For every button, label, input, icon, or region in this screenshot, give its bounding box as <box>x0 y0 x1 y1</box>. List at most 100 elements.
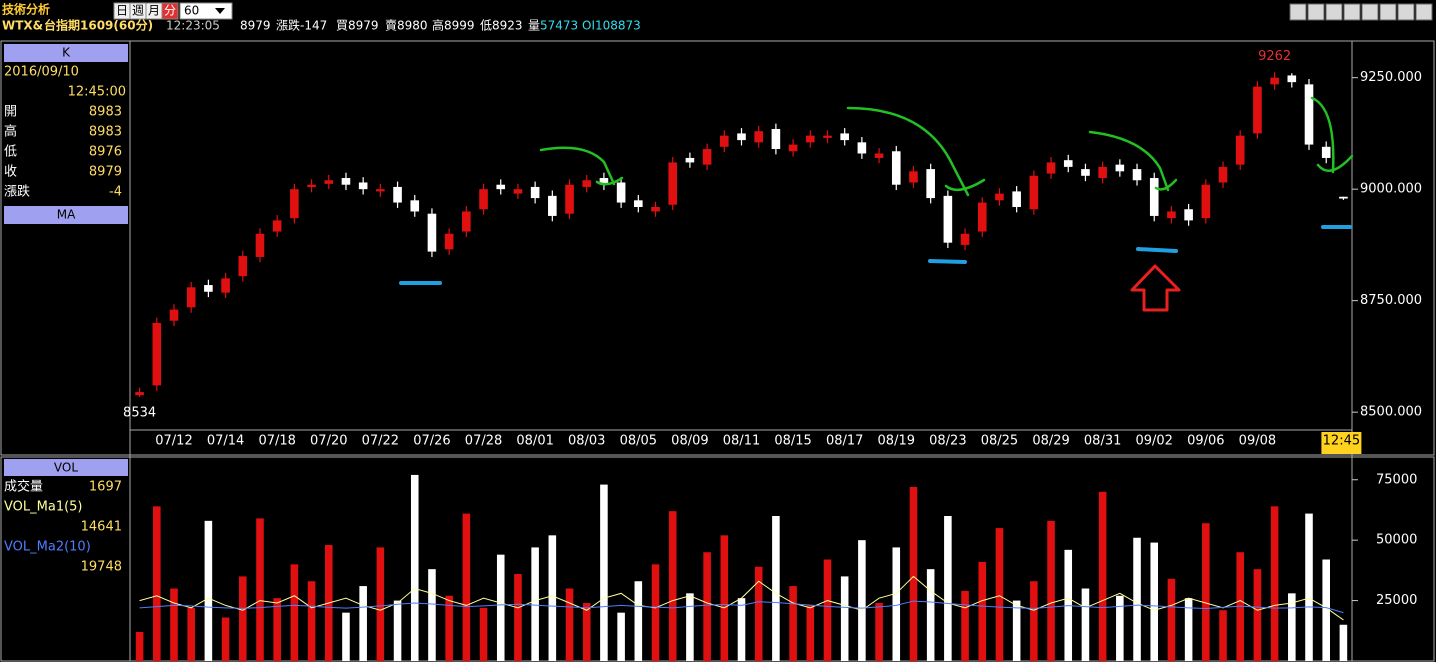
dropdown-arrow <box>215 8 225 14</box>
candle-body <box>152 322 162 386</box>
ma-line <box>139 600 1344 614</box>
volume-bar <box>1184 598 1193 661</box>
y-tick-label: 50000 <box>1376 533 1417 548</box>
window-button[interactable] <box>1289 3 1307 21</box>
volume-bar <box>290 564 299 661</box>
green-arrow <box>846 106 986 197</box>
blue-line <box>928 259 967 264</box>
green-arrow <box>1088 130 1178 192</box>
candle-body <box>393 186 402 203</box>
volume-bar <box>617 612 625 661</box>
volume-bar <box>858 540 866 661</box>
ohlc-label: 低 <box>4 145 17 160</box>
period-label: 分 <box>164 4 176 18</box>
candle-body <box>1270 77 1279 85</box>
period-label: 日 <box>116 4 128 18</box>
y-tick-label: 9000.000 <box>1360 182 1422 197</box>
candle-body <box>290 189 299 219</box>
volume-bar <box>548 535 557 661</box>
volume-bar <box>256 518 264 661</box>
candle-body <box>737 133 746 141</box>
volume-bar <box>238 576 247 661</box>
volume-bar <box>342 612 350 661</box>
candle-body <box>479 189 488 210</box>
volume-bar <box>1081 588 1090 661</box>
volume-bar <box>875 603 883 661</box>
quote-field: 漲跌-147 <box>276 18 327 33</box>
blue-line <box>1136 247 1178 253</box>
volume-bar <box>806 605 815 661</box>
window-button[interactable] <box>1325 3 1343 21</box>
candle-body <box>926 169 935 199</box>
candle-body <box>874 153 884 158</box>
window-button[interactable] <box>1343 3 1361 21</box>
volume-bar <box>1012 600 1021 661</box>
volume-bar <box>720 535 729 661</box>
volume-panel-frame <box>0 456 1435 662</box>
volume-bar <box>376 547 385 661</box>
last-price: 8979 <box>240 19 271 33</box>
candle-body <box>668 162 678 205</box>
plot-area: 8500.000 8750.000 9000.000 9250.000 07/12 07/… <box>123 49 1422 661</box>
candle-body <box>186 287 196 308</box>
candle-body <box>857 142 867 154</box>
volume-bar <box>634 581 643 661</box>
ma-value: 14641 <box>81 520 122 535</box>
volume-bar <box>892 547 901 661</box>
candle-body <box>1081 169 1090 176</box>
candle-body <box>530 186 540 199</box>
candle-body <box>221 278 230 293</box>
x-tick-label: 08/05 <box>620 434 657 449</box>
volume-bar <box>153 506 161 661</box>
volume-bar <box>944 516 952 661</box>
candle-body <box>616 182 626 203</box>
period-button[interactable] <box>161 2 179 20</box>
ohlc-value: 8979 <box>89 165 122 180</box>
x-tick-label: 07/18 <box>258 434 295 449</box>
x-tick-label: 08/09 <box>671 434 708 449</box>
interval-value: 60 <box>184 4 199 18</box>
x-tick-label: 07/28 <box>465 434 502 449</box>
candle-body <box>1063 160 1073 167</box>
bar-date: 2016/09/10 <box>4 65 79 80</box>
x-tick-label: 08/15 <box>774 434 811 449</box>
volume-bar <box>204 520 213 661</box>
y-tick-label: 8500.000 <box>1360 405 1422 420</box>
volume-bar <box>565 588 574 661</box>
interval-dropdown[interactable] <box>179 2 233 20</box>
vol-label: 成交量 <box>4 479 43 495</box>
period-label: 月 <box>148 4 160 18</box>
ohlc-label: 高 <box>4 124 17 140</box>
green-arrow <box>1310 96 1354 174</box>
volume-bar <box>514 574 522 661</box>
window-button[interactable] <box>1379 3 1397 21</box>
vol-title: VOL <box>54 461 78 475</box>
candle-body <box>548 195 557 216</box>
quote-field: 低8923 <box>480 19 523 33</box>
volume-bar <box>1030 581 1038 661</box>
x-tick-label: 08/31 <box>1084 434 1121 449</box>
ohlc-label: 漲跌 <box>4 184 30 200</box>
ohlc-value: -4 <box>109 185 122 200</box>
red-arrow <box>1130 264 1181 312</box>
volume-bar <box>772 516 780 661</box>
candle-body <box>960 233 970 245</box>
candle-body <box>444 233 454 250</box>
window-button[interactable] <box>1415 3 1433 21</box>
candle-body <box>599 178 609 185</box>
candle-body <box>634 200 643 208</box>
volume-bar <box>1219 610 1227 661</box>
quote-field: 賣8980 <box>385 18 428 33</box>
window-button[interactable] <box>1397 3 1415 21</box>
candle-body <box>204 285 213 292</box>
volume-bar <box>479 607 488 661</box>
volume-bar <box>737 598 746 661</box>
window-button[interactable] <box>1361 3 1379 21</box>
volume-bar <box>961 590 969 661</box>
candle-body <box>702 149 712 165</box>
volume-bar <box>187 607 195 661</box>
window-button[interactable] <box>1307 3 1325 21</box>
ma-value: 19748 <box>81 560 122 575</box>
x-tick-label: 07/26 <box>413 434 450 449</box>
